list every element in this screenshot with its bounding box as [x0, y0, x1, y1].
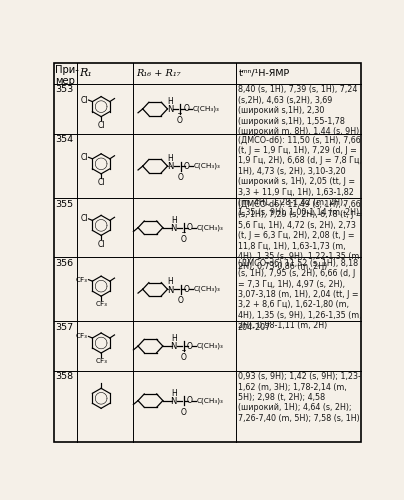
Text: O: O	[184, 162, 190, 170]
Text: O: O	[184, 284, 190, 294]
Text: Cl: Cl	[80, 153, 88, 162]
Text: N: N	[170, 397, 177, 406]
Text: O: O	[177, 116, 183, 125]
Text: R₁₆ + R₁₇: R₁₆ + R₁₇	[136, 69, 180, 78]
Text: O: O	[187, 223, 193, 232]
Text: 354: 354	[55, 136, 73, 144]
Text: O: O	[181, 234, 187, 244]
Text: H: H	[168, 154, 173, 163]
Text: 357: 357	[55, 323, 73, 332]
Text: 0,93 (s, 9H); 1,42 (s, 9H); 1,23-
1,62 (m, 3H); 1,78-2,14 (m,
5H); 2,98 (t, 2H);: 0,93 (s, 9H); 1,42 (s, 9H); 1,23- 1,62 (…	[238, 372, 361, 423]
Text: O: O	[178, 296, 183, 305]
Text: H: H	[171, 388, 177, 398]
Text: H: H	[171, 216, 177, 224]
Text: (ДМСО-d6): 11,49 (s, 1H), 7,66
(s, 1H), 7,29 (s, 2H), 6,78 (t, J =
5,6 Гц, 1H), : (ДМСО-d6): 11,49 (s, 1H), 7,66 (s, 1H), …	[238, 200, 362, 272]
Text: Cl: Cl	[97, 121, 105, 130]
Text: При-
мер: При- мер	[55, 64, 79, 86]
Text: C(CH₃)₃: C(CH₃)₃	[193, 106, 220, 112]
Text: Cl: Cl	[97, 240, 105, 249]
Text: 355: 355	[55, 200, 73, 209]
Text: O: O	[183, 104, 189, 114]
Text: (ДМСО-d6): 11,50 (s, 1H), 7,66
(t, J = 1,9 Гц, 1H), 7,29 (d, J =
1,9 Гц, 2H), 6,: (ДМСО-d6): 11,50 (s, 1H), 7,66 (t, J = 1…	[238, 136, 362, 218]
Text: 204-207: 204-207	[238, 323, 271, 332]
Text: O: O	[181, 353, 187, 362]
Text: C(CH₃)₃: C(CH₃)₃	[197, 224, 224, 231]
Text: N: N	[167, 162, 174, 172]
Text: CF₃: CF₃	[95, 358, 107, 364]
Text: 358: 358	[55, 372, 73, 381]
Text: 8,40 (s, 1H), 7,39 (s, 1H), 7,24
(s,2H), 4,63 (s,2H), 3,69
(широкий s,1H), 2,30
: 8,40 (s, 1H), 7,39 (s, 1H), 7,24 (s,2H),…	[238, 86, 359, 136]
Text: O: O	[181, 408, 187, 416]
Text: O: O	[187, 342, 193, 350]
Text: N: N	[170, 224, 177, 233]
Text: H: H	[171, 334, 177, 343]
Text: H: H	[167, 97, 173, 106]
Text: tᵐⁿ/¹H-ЯМР: tᵐⁿ/¹H-ЯМР	[238, 69, 290, 78]
Text: N: N	[170, 342, 177, 351]
Text: Cl: Cl	[80, 214, 88, 224]
Text: Cl: Cl	[97, 178, 105, 188]
Text: C(CH₃)₃: C(CH₃)₃	[194, 163, 221, 170]
Text: R₁: R₁	[79, 68, 92, 78]
Text: O: O	[178, 173, 183, 182]
Text: CF₃: CF₃	[95, 301, 107, 307]
Text: CF₃: CF₃	[76, 276, 88, 282]
Text: 353: 353	[55, 86, 74, 94]
Text: H: H	[168, 277, 173, 286]
Text: CF₃: CF₃	[76, 334, 88, 340]
Text: N: N	[167, 286, 174, 294]
Text: Cl: Cl	[80, 96, 88, 104]
Text: C(CH₃)₃: C(CH₃)₃	[194, 286, 221, 292]
Text: (ДМСО-d6) 11,52 (s, 1H), 8,18
(s, 1H), 7,95 (s, 2H), 6,66 (d, J
= 7,3 Гц, 1H), 4: (ДМСО-d6) 11,52 (s, 1H), 8,18 (s, 1H), 7…	[238, 258, 362, 330]
Text: N: N	[166, 105, 173, 114]
Text: C(CH₃)₃: C(CH₃)₃	[197, 343, 224, 349]
Text: C(CH₃)₃: C(CH₃)₃	[197, 398, 224, 404]
Text: 356: 356	[55, 258, 73, 268]
Text: O: O	[187, 396, 193, 405]
